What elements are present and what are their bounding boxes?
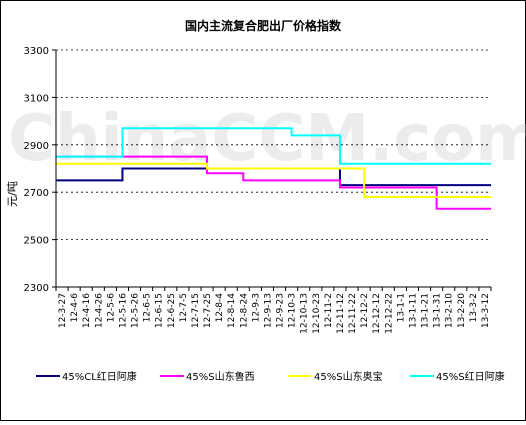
y-axis-label: 元/吨 [6,181,19,207]
x-tick-label: 12-9-3 [251,293,261,322]
x-tick-label: 12-4-6 [70,293,80,323]
x-tick-label: 12-6-25 [167,293,177,328]
x-tick-label: 12-7-15 [191,293,201,328]
series-line-4 [56,127,491,165]
x-tick-label: 12-4-16 [82,293,92,328]
y-tick-label: 2900 [24,141,49,152]
x-tick-label: 12-10-23 [312,293,322,334]
x-tick-label: 13-1-1 [396,293,406,322]
x-tick-label: 12-8-14 [227,293,237,328]
x-tick-label: 12-6-5 [143,293,153,322]
y-tick-label: 2700 [24,188,49,199]
x-tick-label: 13-1-31 [433,293,443,328]
x-tick-label: 12-7-25 [203,293,213,328]
x-tick-label: 12-12-12 [372,293,382,334]
legend-label: 45%S山东鲁西 [186,370,255,383]
x-tick-label: 13-3-12 [481,293,491,328]
y-tick-label: 2300 [24,283,49,294]
x-tick-label: 12-12-2 [360,293,370,328]
x-tick-label: 13-2-20 [457,293,467,328]
x-tick-label: 12-11-22 [348,293,358,334]
y-tick-label: 3300 [24,46,49,57]
chart-title: 国内主流复合肥出厂价格指数 [185,18,342,33]
y-tick-label: 2500 [24,236,49,247]
x-tick-label: 12-8-24 [239,293,249,328]
legend-label: 45%S红日阿康 [436,370,505,383]
x-tick-label: 12-11-2 [324,293,334,328]
x-tick-label: 12-3-27 [58,293,68,328]
x-tick-label: 12-9-23 [276,293,286,328]
x-tick-label: 12-5-16 [118,293,128,328]
x-tick-label: 12-11-12 [336,293,346,334]
x-tick-label: 12-8-4 [215,293,225,323]
x-tick-label: 12-6-15 [155,293,165,328]
series-line-2 [56,155,491,210]
x-tick-label: 13-2-10 [445,293,455,328]
x-tick-label: 12-7-5 [179,293,189,322]
watermark: ChinaCCM.com [8,102,526,176]
legend-label: 45%S山东奥宝 [314,370,383,383]
series-line-3 [56,162,491,198]
x-tick-label: 12-12-22 [384,293,394,334]
x-tick-label: 12-10-3 [288,293,298,328]
y-axis-ticks: 2300 2500 2700 2900 3100 3300 [24,46,56,294]
x-tick-label: 12-9-13 [263,293,273,328]
legend-label: 45%CL红日阿康 [62,370,137,383]
x-tick-label: 12-10-13 [300,293,310,334]
legend: 45%CL红日阿康 45%S山东鲁西 45%S山东奥宝 45%S红日阿康 [36,370,505,383]
y-tick-label: 3100 [24,93,49,104]
watermark-text: ChinaCCM.com [8,102,526,176]
x-tick-label: 13-1-21 [421,293,431,328]
x-tick-label: 13-1-11 [408,293,418,328]
x-tick-label: 13-3-2 [469,293,479,322]
x-tick-label: 12-5-6 [106,293,116,323]
x-tick-label: 12-5-26 [131,293,141,328]
x-tick-label: 12-4-26 [94,293,104,328]
x-axis-ticks: 12-3-27 12-4-6 12-4-16 12-4-26 12-5-6 12-5-16… [55,287,492,334]
series-lines [56,127,491,210]
